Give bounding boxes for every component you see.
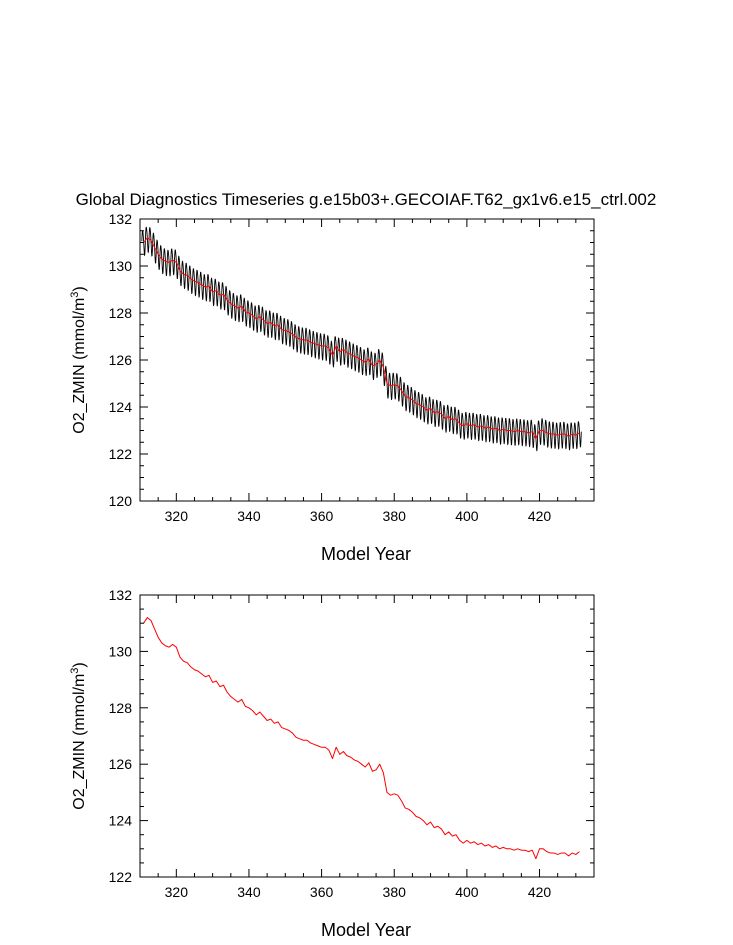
bottom-ytick-label: 126 (109, 756, 133, 772)
bottom-ytick-label: 124 (109, 813, 133, 829)
bottom-ytick-label: 128 (109, 700, 133, 716)
bottom-series-group (143, 617, 580, 860)
top-ticks-group: 320 340 360 380 400 420 120 122 124 126 128 130 132 (109, 211, 595, 524)
bottom-ytick-label: 132 (109, 587, 133, 603)
bottom-ticks-group: 320 340 360 380 400 420 122 124 126 128 130 132 (109, 587, 595, 900)
top-ytick-label: 120 (109, 493, 133, 509)
bottom-ytick-label: 122 (109, 869, 133, 885)
top-ytick-label: 128 (109, 305, 133, 321)
top-xtick-label: 340 (237, 508, 261, 524)
top-ylabel-main: O2_ZMIN (mmol/m (71, 298, 88, 434)
bottom-ylabel-sup: 3 (69, 668, 81, 674)
bottom-ytick-label: 130 (109, 643, 133, 659)
bottom-xlabel: Model Year (321, 920, 411, 940)
bottom-xtick-label: 380 (383, 884, 407, 900)
top-ytick-label: 122 (109, 446, 133, 462)
top-xtick-label: 380 (383, 508, 407, 524)
bottom-xtick-label: 360 (310, 884, 334, 900)
top-series-monthly (141, 226, 582, 452)
bottom-xtick-label: 340 (237, 884, 261, 900)
top-xlabel: Model Year (321, 544, 411, 564)
bottom-plot-frame (139, 594, 595, 878)
top-series-group (141, 226, 582, 452)
top-series-annual (143, 237, 580, 440)
top-ytick-label: 130 (109, 258, 133, 274)
top-ylabel-sup: 3 (69, 292, 81, 298)
bottom-ylabel-tail: ) (71, 662, 88, 667)
top-xtick-label: 420 (528, 508, 552, 524)
top-xtick-label: 400 (455, 508, 479, 524)
top-ylabel-tail: ) (71, 286, 88, 291)
top-xtick-label: 320 (165, 508, 189, 524)
bottom-xtick-label: 400 (455, 884, 479, 900)
bottom-ylabel: O2_ZMIN (mmol/m3) (69, 662, 88, 809)
top-xtick-label: 360 (310, 508, 334, 524)
chart-title: Global Diagnostics Timeseries g.e15b03+.… (76, 190, 657, 209)
bottom-ylabel-main: O2_ZMIN (mmol/m (71, 674, 88, 810)
panel-top: 320 340 360 380 400 420120122124126128130132 … (69, 211, 595, 564)
bottom-xtick-label: 420 (528, 884, 552, 900)
top-ytick-label: 124 (109, 399, 133, 415)
bottom-series-annual (143, 617, 580, 860)
top-ytick-label: 132 (109, 211, 133, 227)
top-ylabel: O2_ZMIN (mmol/m3) (69, 286, 88, 433)
top-ytick-label: 126 (109, 352, 133, 368)
panel-bottom: 320 340 360 380 400 420 122 124 126 128 130 132 Mod… (69, 587, 595, 940)
bottom-xtick-label: 320 (165, 884, 189, 900)
